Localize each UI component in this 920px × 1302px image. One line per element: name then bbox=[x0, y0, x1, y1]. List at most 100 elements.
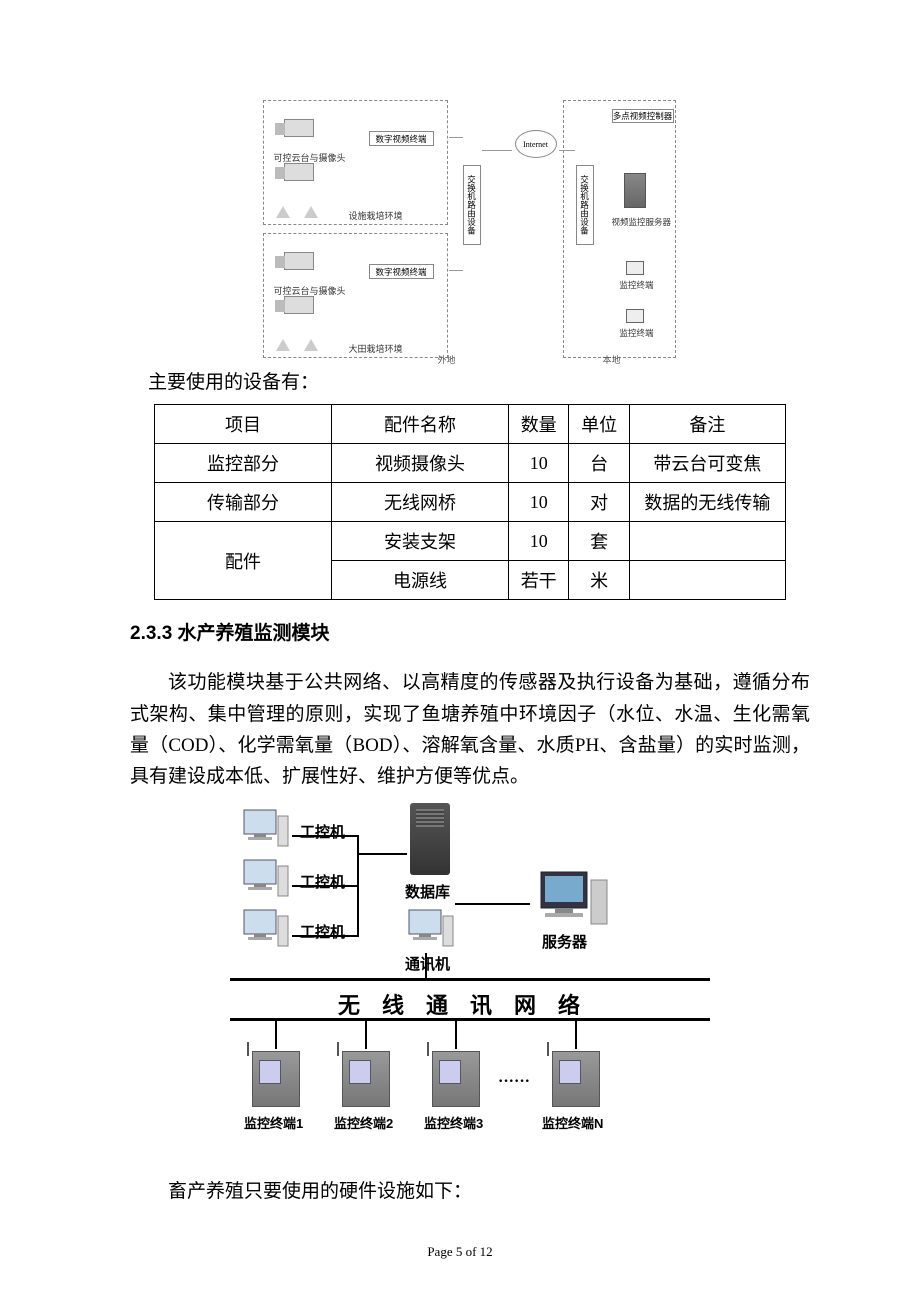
cell-qty: 10 bbox=[509, 444, 569, 483]
col-header-unit: 单位 bbox=[569, 405, 629, 444]
table-row: 传输部分 无线网桥 10 对 数据的无线传输 bbox=[155, 483, 786, 522]
connector-line bbox=[357, 853, 407, 855]
switch-router-box: 交换机路由设备 bbox=[463, 165, 481, 245]
triangle-icon bbox=[276, 339, 290, 351]
database-label: 数据库 bbox=[405, 881, 450, 902]
table-row: 配件 安装支架 10 套 bbox=[155, 522, 786, 561]
video-terminal-box: 数字视频终端 bbox=[369, 131, 434, 146]
cell-unit: 对 bbox=[569, 483, 629, 522]
camera-label: 可控云台与摄像头 bbox=[274, 151, 359, 164]
region-local-label: 本地 bbox=[603, 353, 621, 366]
terminal-label: 监控终端3 bbox=[424, 1113, 483, 1132]
cell-project: 配件 bbox=[155, 522, 332, 600]
connector-line bbox=[575, 1021, 577, 1049]
col-header-note: 备注 bbox=[629, 405, 785, 444]
cell-qty: 若干 bbox=[509, 561, 569, 600]
monitor-icon bbox=[626, 309, 644, 323]
connector-line bbox=[365, 1021, 367, 1049]
multipoint-controller-box: 多点视频控制器 bbox=[612, 109, 674, 123]
server-pc-icon bbox=[535, 868, 613, 928]
connector-line bbox=[455, 903, 530, 905]
connector-line bbox=[357, 835, 359, 937]
workstation-icon bbox=[405, 908, 457, 950]
network-bar-top bbox=[230, 978, 710, 981]
cell-part: 无线网桥 bbox=[332, 483, 509, 522]
cell-project: 监控部分 bbox=[155, 444, 332, 483]
server-icon bbox=[624, 173, 646, 208]
connector-line bbox=[275, 1021, 277, 1049]
camera-icon bbox=[284, 119, 314, 137]
network-topology-diagram: 可控云台与摄像头 数字视频终端 设施栽培环境 可控云台与摄像头 数字视频终端 大… bbox=[263, 95, 678, 360]
col-header-project: 项目 bbox=[155, 405, 332, 444]
cell-note bbox=[629, 522, 785, 561]
triangle-icon bbox=[304, 206, 318, 218]
page-footer: Page 5 of 12 bbox=[0, 1244, 920, 1260]
connector-line bbox=[292, 835, 357, 837]
camera-icon bbox=[284, 296, 314, 314]
workstation-icon bbox=[240, 808, 292, 850]
cell-qty: 10 bbox=[509, 522, 569, 561]
ellipsis: ······ bbox=[498, 1073, 530, 1091]
terminal-label: 监控终端N bbox=[542, 1113, 603, 1132]
camera-label: 可控云台与摄像头 bbox=[274, 284, 359, 297]
terminal-device-icon bbox=[342, 1051, 390, 1107]
network-bar-bottom bbox=[230, 1018, 710, 1021]
cell-note bbox=[629, 561, 785, 600]
internet-cloud: Internet bbox=[515, 130, 557, 158]
monitor-icon bbox=[626, 261, 644, 275]
ipc-label: 工控机 bbox=[300, 921, 345, 942]
camera-icon bbox=[284, 163, 314, 181]
cell-unit: 套 bbox=[569, 522, 629, 561]
video-server-label: 视频监控服务器 bbox=[612, 216, 672, 228]
connector-line bbox=[449, 137, 463, 138]
connector-line bbox=[559, 150, 575, 151]
aquaculture-diagram: 工控机 工控机 工控机 数据库 通讯机 服务器 无线通讯网络 监控终端1 监控终… bbox=[230, 803, 710, 1163]
triangle-icon bbox=[304, 339, 318, 351]
workstation-icon bbox=[240, 908, 292, 950]
cell-part: 电源线 bbox=[332, 561, 509, 600]
camera-icon bbox=[284, 252, 314, 270]
terminal-label: 监控终端2 bbox=[334, 1113, 393, 1132]
field-env-box: 可控云台与摄像头 数字视频终端 大田栽培环境 bbox=[263, 233, 448, 358]
cell-part: 视频摄像头 bbox=[332, 444, 509, 483]
ipc-label: 工控机 bbox=[300, 821, 345, 842]
connector-line bbox=[455, 1021, 457, 1049]
connector-line bbox=[449, 270, 463, 271]
comm-machine-label: 通讯机 bbox=[405, 953, 450, 974]
local-site-box: 多点视频控制器 视频监控服务器 监控终端 监控终端 bbox=[563, 100, 676, 358]
cell-unit: 台 bbox=[569, 444, 629, 483]
table-row: 监控部分 视频摄像头 10 台 带云台可变焦 bbox=[155, 444, 786, 483]
connector-line bbox=[292, 935, 357, 937]
equipment-intro: 主要使用的设备有： bbox=[148, 368, 810, 398]
table-header-row: 项目 配件名称 数量 单位 备注 bbox=[155, 405, 786, 444]
field-env-label: 大田栽培环境 bbox=[349, 342, 403, 355]
monitor-terminal-label: 监控终端 bbox=[620, 327, 654, 339]
ipc-label: 工控机 bbox=[300, 871, 345, 892]
server-label: 服务器 bbox=[542, 931, 587, 952]
cell-part: 安装支架 bbox=[332, 522, 509, 561]
monitor-terminal-label: 监控终端 bbox=[620, 279, 654, 291]
connector-line bbox=[482, 150, 512, 151]
cell-note: 数据的无线传输 bbox=[629, 483, 785, 522]
facility-env-label: 设施栽培环境 bbox=[349, 209, 403, 222]
network-label: 无线通讯网络 bbox=[230, 988, 710, 1020]
terminal-device-icon bbox=[252, 1051, 300, 1107]
facility-env-box: 可控云台与摄像头 数字视频终端 设施栽培环境 bbox=[263, 100, 448, 225]
connector-line bbox=[425, 953, 427, 978]
cell-unit: 米 bbox=[569, 561, 629, 600]
section-paragraph: 该功能模块基于公共网络、以高精度的传感器及执行设备为基础，遵循分布式架构、集中管… bbox=[130, 667, 810, 792]
equipment-table: 项目 配件名称 数量 单位 备注 监控部分 视频摄像头 10 台 带云台可变焦 … bbox=[154, 404, 786, 600]
terminal-device-icon bbox=[552, 1051, 600, 1107]
col-header-qty: 数量 bbox=[509, 405, 569, 444]
region-remote-label: 外地 bbox=[438, 353, 456, 366]
video-terminal-box: 数字视频终端 bbox=[369, 264, 434, 279]
cell-note: 带云台可变焦 bbox=[629, 444, 785, 483]
database-tower-icon bbox=[410, 803, 450, 875]
terminal-label: 监控终端1 bbox=[244, 1113, 303, 1132]
connector-line bbox=[292, 885, 357, 887]
triangle-icon bbox=[276, 206, 290, 218]
section-heading: 2.3.3 水产养殖监测模块 bbox=[130, 618, 810, 645]
terminal-device-icon bbox=[432, 1051, 480, 1107]
cell-qty: 10 bbox=[509, 483, 569, 522]
workstation-icon bbox=[240, 858, 292, 900]
